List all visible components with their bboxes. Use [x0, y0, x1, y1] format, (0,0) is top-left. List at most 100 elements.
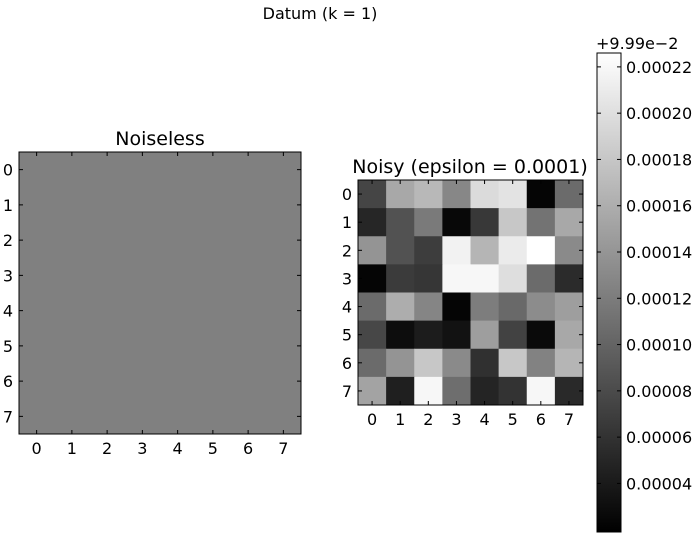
heatmap-cell [414, 236, 443, 265]
noiseless-ytick-label: 2 [3, 231, 13, 250]
heatmap-cell [442, 348, 471, 378]
heatmap-cell [498, 208, 528, 237]
heatmap-cell [498, 236, 528, 265]
heatmap-cell [498, 376, 528, 406]
heatmap-cell [526, 264, 556, 293]
noiseless-ytick-label: 4 [3, 302, 13, 321]
figure-suptitle: Datum (k = 1) [263, 4, 378, 23]
noisy-ytick-label: 6 [342, 354, 352, 373]
noisy-ytick-label: 0 [342, 185, 352, 204]
heatmap-cell [554, 376, 584, 406]
heatmap-cell [358, 264, 387, 293]
colorbar-offset-label: +9.99e−2 [596, 34, 678, 53]
heatmap-cell [498, 264, 528, 293]
heatmap-cell [442, 264, 471, 293]
heatmap-cell [526, 208, 556, 237]
heatmap-cell [470, 348, 500, 378]
heatmap-cell [442, 236, 471, 265]
heatmap-cell [470, 376, 500, 406]
noiseless-xtick-label: 7 [278, 439, 288, 458]
noiseless-frame [18, 151, 302, 435]
noiseless-ytick-label: 6 [3, 372, 13, 391]
colorbar: +9.99e−2 0.000220.000200.000180.000160.0… [596, 34, 692, 533]
noisy-frame [357, 179, 584, 406]
heatmap-cell [554, 180, 584, 209]
heatmap-cell [554, 348, 584, 378]
noiseless-ytick-label: 1 [3, 196, 13, 215]
heatmap-cell [526, 236, 556, 265]
noisy-heatmap-cells [358, 180, 584, 406]
heatmap-cell [470, 180, 500, 209]
noisy-title: Noisy (epsilon = 0.0001) [352, 156, 587, 178]
heatmap-cell [414, 208, 443, 237]
heatmap-cell [442, 180, 471, 209]
heatmap-cell [358, 348, 387, 378]
heatmap-cell [470, 292, 500, 322]
heatmap-cell [526, 348, 556, 378]
heatmap-cell [386, 264, 415, 293]
noisy-xtick-label: 3 [451, 410, 461, 429]
noisy-xtick-label: 0 [367, 410, 377, 429]
heatmap-cell [470, 208, 500, 237]
colorbar-tick-label: 0.00022 [626, 58, 692, 77]
heatmap-cell [386, 236, 415, 265]
heatmap-cell [470, 264, 500, 293]
noiseless-ytick-label: 0 [3, 161, 13, 180]
heatmap-cell [414, 264, 443, 293]
noisy-xtick-label: 6 [536, 410, 546, 429]
heatmap-cell [386, 320, 415, 350]
heatmap-cell [386, 376, 415, 406]
noisy-xtick-label: 7 [564, 410, 574, 429]
noisy-ytick-label: 1 [342, 213, 352, 232]
colorbar-tick-label: 0.00020 [626, 104, 692, 123]
heatmap-cell [414, 348, 443, 378]
heatmap-cell [442, 376, 471, 406]
heatmap-cell [414, 376, 443, 406]
noisy-xtick-label: 1 [395, 410, 405, 429]
heatmap-cell [526, 180, 556, 209]
heatmap-cell [442, 208, 471, 237]
colorbar-tick-label: 0.00004 [626, 474, 692, 493]
noiseless-xtick-label: 3 [137, 439, 147, 458]
colorbar-gradient [596, 52, 622, 533]
colorbar-tick-label: 0.00016 [626, 197, 692, 216]
heatmap-cell [442, 292, 471, 322]
heatmap-cell [414, 292, 443, 322]
heatmap-cell [498, 292, 528, 322]
noisy-panel: Noisy (epsilon = 0.0001) 0 1 2 3 4 5 6 70123456… [342, 156, 588, 429]
heatmap-cell [554, 320, 584, 350]
heatmap-cell [358, 236, 387, 265]
noisy-ytick-label: 5 [342, 326, 352, 345]
noiseless-xtick-label: 0 [32, 439, 42, 458]
noisy-xtick-label: 4 [479, 410, 489, 429]
noisy-ytick-label: 3 [342, 269, 352, 288]
heatmap-cell [526, 292, 556, 322]
colorbar-tick-label: 0.00014 [626, 243, 692, 262]
noiseless-ytick-label: 3 [3, 266, 13, 285]
noiseless-image [19, 152, 301, 434]
noisy-xtick-label: 2 [423, 410, 433, 429]
noisy-ytick-label: 7 [342, 382, 352, 401]
heatmap-cell [358, 320, 387, 350]
colorbar-tick-label: 0.00008 [626, 382, 692, 401]
heatmap-cell [498, 320, 528, 350]
noiseless-xtick-label: 1 [67, 439, 77, 458]
colorbar-tick-label: 0.00010 [626, 336, 692, 355]
heatmap-cell [414, 180, 443, 209]
heatmap-cell [470, 320, 500, 350]
heatmap-cell [526, 320, 556, 350]
heatmap-cell [386, 180, 415, 209]
heatmap-cell [498, 348, 528, 378]
noisy-ytick-label: 4 [342, 298, 352, 317]
colorbar-tick-label: 0.00006 [626, 428, 692, 447]
noisy-ytick-label: 2 [342, 241, 352, 260]
heatmap-cell [470, 236, 500, 265]
noisy-xtick-label: 5 [508, 410, 518, 429]
noiseless-xtick-label: 2 [102, 439, 112, 458]
heatmap-cell [386, 208, 415, 237]
noiseless-xtick-label: 5 [208, 439, 218, 458]
